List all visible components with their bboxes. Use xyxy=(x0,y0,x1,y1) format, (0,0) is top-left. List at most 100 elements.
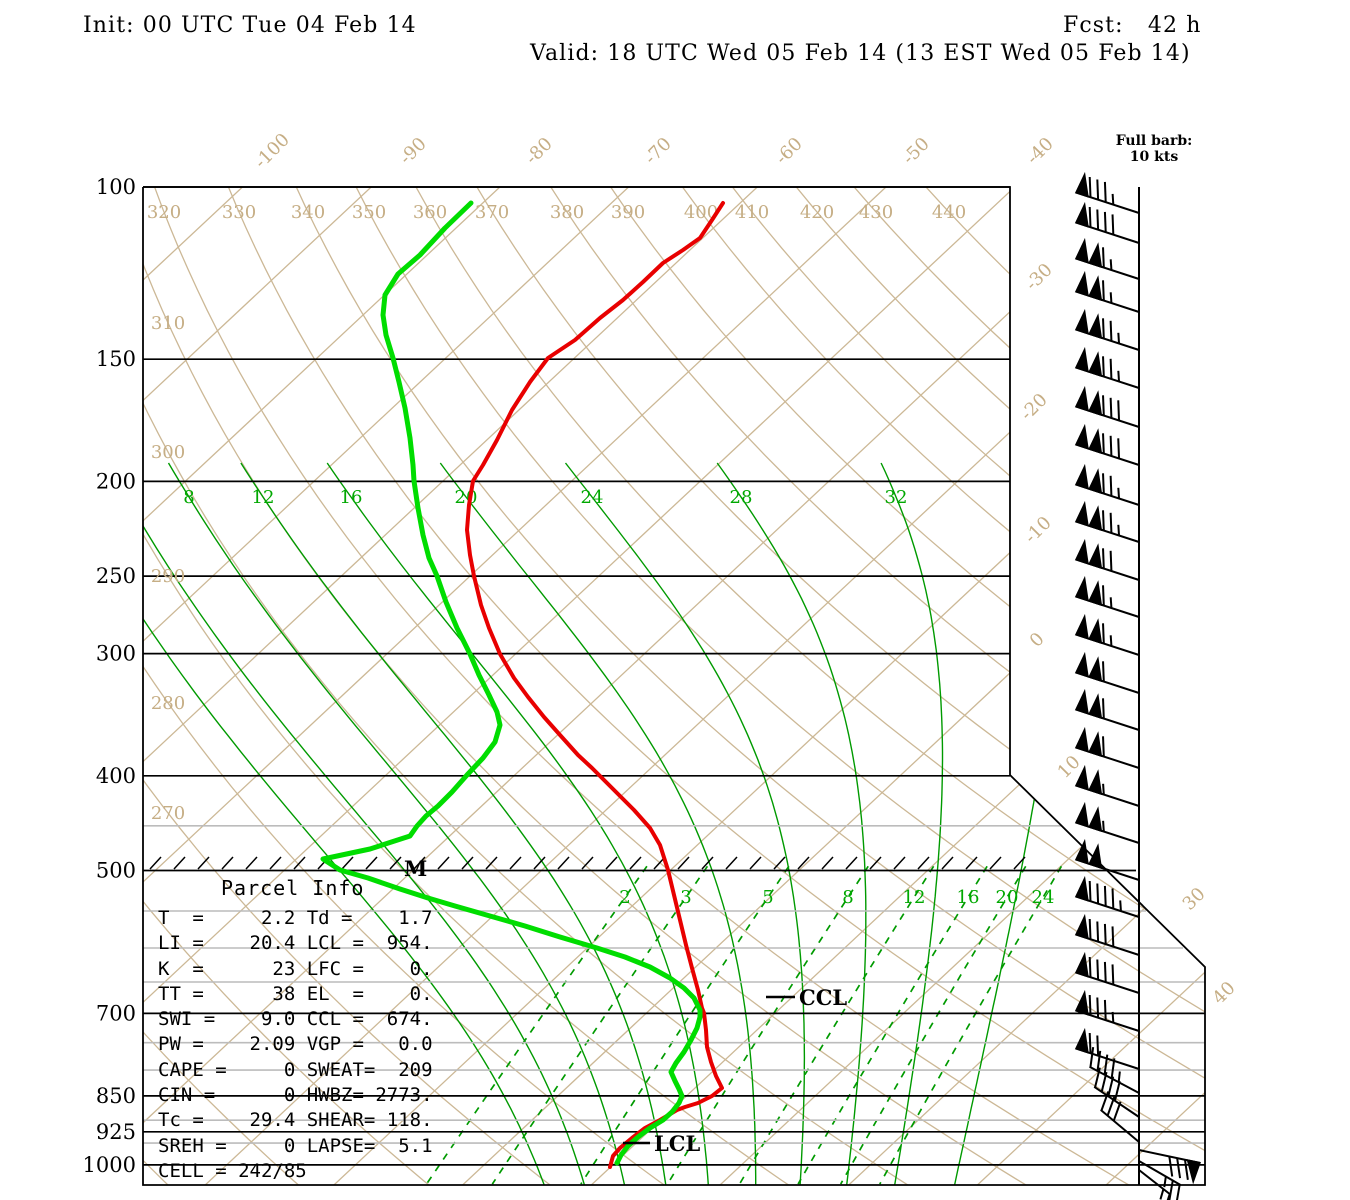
pressure-tick-label: 100 xyxy=(96,175,136,199)
parcel-info-row: Tc = 29.4 SHEAR= 118. xyxy=(158,1109,433,1132)
mixing-ratio-label: 12 xyxy=(903,887,926,908)
wind-barb xyxy=(1074,613,1140,656)
mixing-ratio-label: 24 xyxy=(1032,887,1055,908)
dry-adiabat-label: 360 xyxy=(413,202,447,223)
parcel-info-row: K = 23 LFC = 0. xyxy=(158,957,433,980)
lcl-marker: LCL xyxy=(654,1131,700,1156)
major-pressure-gridlines xyxy=(143,186,1205,1166)
mixing-ratio-label: 16 xyxy=(957,887,980,908)
moist-adiabat-label: 20 xyxy=(455,487,478,508)
pressure-tick-label: 150 xyxy=(96,347,136,371)
max-wind-marker: M xyxy=(404,856,427,881)
parcel-info-title: Parcel Info xyxy=(221,876,365,900)
parcel-info-row: LI = 20.4 LCL = 954. xyxy=(158,932,433,955)
pressure-tick-label: 500 xyxy=(96,859,136,883)
isotherm-label: -80 xyxy=(521,133,556,168)
background-line-families xyxy=(143,187,1205,1185)
mixing-ratio-lines xyxy=(425,865,1063,1185)
wind-barbs xyxy=(1074,171,1201,1200)
wind-barb xyxy=(1074,575,1140,618)
parcel-info-row: T = 2.2 Td = 1.7 xyxy=(158,907,433,929)
wind-barb-legend-line1: Full barb: xyxy=(1115,133,1193,149)
init-time-label: Init: 00 UTC Tue 04 Feb 14 xyxy=(83,13,417,38)
wind-barb-legend-line2: 10 kts xyxy=(1129,149,1179,165)
dry-adiabat-label: 400 xyxy=(684,202,718,223)
pressure-tick-label: 850 xyxy=(96,1084,136,1108)
isotherm-label: -100 xyxy=(250,129,293,172)
isotherm-label: 40 xyxy=(1209,978,1240,1009)
temperature-curve xyxy=(465,201,725,1169)
wind-barb xyxy=(1089,1046,1140,1094)
pressure-tick-label: 700 xyxy=(96,1001,136,1025)
wind-barb xyxy=(1074,171,1140,214)
pressure-axis-labels: 100 150 200 250 300 400 500 700 850 925 1000 xyxy=(83,175,136,1177)
dry-adiabat-label: 280 xyxy=(151,693,185,714)
pressure-tick-label: 300 xyxy=(96,642,136,666)
wind-barb xyxy=(1074,801,1140,844)
wind-barb xyxy=(1074,651,1140,694)
isotherm-label: -10 xyxy=(1020,512,1055,547)
wind-barb xyxy=(1074,308,1140,351)
dry-adiabat-label: 350 xyxy=(352,202,386,223)
moist-adiabat-label: 32 xyxy=(885,487,908,508)
plot-border xyxy=(142,186,1206,1186)
moist-adiabat-label: 16 xyxy=(340,487,363,508)
isotherm-label: -20 xyxy=(1016,389,1051,424)
dry-adiabat-label: 380 xyxy=(550,202,584,223)
dry-adiabat-label: 320 xyxy=(147,202,181,223)
wind-barb xyxy=(1074,346,1140,389)
wind-barb xyxy=(1074,385,1140,428)
parcel-info-row: CELL = 242/85 xyxy=(158,1159,307,1182)
mixing-ratio-label: 2 xyxy=(619,887,630,908)
isotherm-label: -40 xyxy=(1022,133,1057,168)
hatch-marks-500hpa xyxy=(149,856,1026,870)
isotherm-label: -50 xyxy=(898,133,933,168)
isotherm-label: 0 xyxy=(1026,629,1049,652)
parcel-info-row: CIN = 0 HWBZ= 2773. xyxy=(158,1084,433,1107)
wind-barb xyxy=(1074,500,1140,543)
forecast-hour-label: Fcst: 42 h xyxy=(1063,13,1202,38)
isotherm-label: -60 xyxy=(771,133,806,168)
isotherm-label: -90 xyxy=(395,133,430,168)
dewpoint-curve xyxy=(320,200,703,1166)
wind-barb xyxy=(1074,875,1140,918)
wind-barb xyxy=(1093,1067,1140,1118)
isotherm-label: 30 xyxy=(1179,884,1210,915)
pressure-tick-label: 250 xyxy=(96,564,136,588)
moist-adiabat-label: 28 xyxy=(730,487,753,508)
pressure-tick-label: 400 xyxy=(96,764,136,788)
moist-adiabat-label: 8 xyxy=(183,487,194,508)
wind-barb xyxy=(1074,838,1140,881)
parcel-info-row: TT = 38 EL = 0. xyxy=(158,982,433,1005)
wind-barb xyxy=(1074,913,1140,956)
moist-adiabat-label: 24 xyxy=(581,487,604,508)
dry-adiabat-label: 310 xyxy=(151,313,185,334)
ccl-marker: CCL xyxy=(799,985,847,1010)
wind-barb xyxy=(1074,423,1140,466)
parcel-info-row: CAPE = 0 SWEAT= 209 xyxy=(158,1058,433,1081)
pressure-tick-label: 1000 xyxy=(83,1153,136,1177)
dry-adiabat-label: 340 xyxy=(291,202,325,223)
dry-adiabat-label: 330 xyxy=(222,202,256,223)
wind-barb xyxy=(1074,201,1140,244)
mixing-ratio-label: 5 xyxy=(762,887,773,908)
dry-adiabat-label: 430 xyxy=(859,202,893,223)
wind-barb xyxy=(1074,764,1140,807)
wind-barb xyxy=(1138,1149,1201,1185)
dry-adiabat-label: 420 xyxy=(800,202,834,223)
wind-barb xyxy=(1074,726,1140,769)
level-markers: M CCL LCL xyxy=(404,856,847,1156)
dry-adiabat-label: 410 xyxy=(735,202,769,223)
parcel-info-table: T = 2.2 Td = 1.7 LI = 20.4 LCL = 954. K = … xyxy=(158,906,433,1184)
wind-barb xyxy=(1074,951,1140,994)
moist-adiabat-label: 12 xyxy=(252,487,275,508)
isotherm-label: -70 xyxy=(640,133,675,168)
dry-adiabat-lines xyxy=(143,187,1205,1185)
dry-adiabat-label: 390 xyxy=(611,202,645,223)
mixing-ratio-label: 20 xyxy=(996,887,1019,908)
dry-adiabat-label: 290 xyxy=(151,566,185,587)
wind-barb-legend: Full barb: 10 kts xyxy=(1094,133,1214,165)
wind-barb xyxy=(1138,1160,1182,1200)
